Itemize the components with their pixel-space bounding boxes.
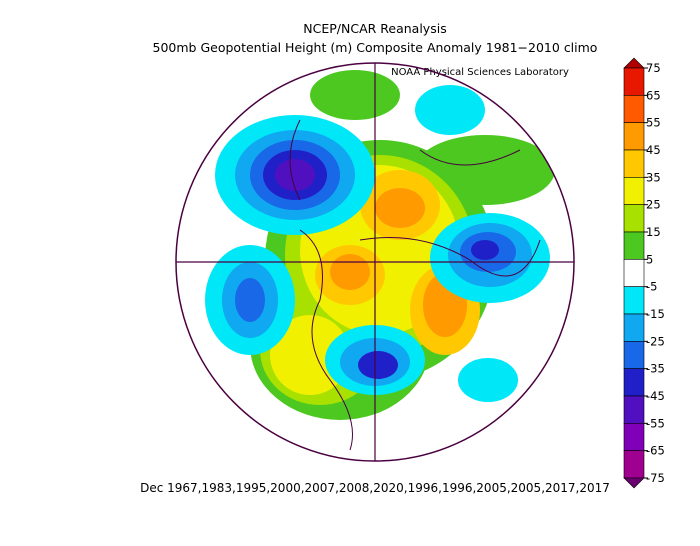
title: NCEP/NCAR Reanalysis (303, 21, 446, 36)
colorbar-end (623, 477, 645, 489)
colorbar-bin (623, 177, 645, 205)
colorbar-label: -75 (646, 471, 665, 485)
colorbar-bin (623, 423, 645, 451)
colorbar-label: 35 (646, 170, 661, 184)
subtitle: 500mb Geopotential Height (m) Composite … (153, 40, 598, 55)
colorbar-bin (623, 122, 645, 151)
colorbar-bin (623, 204, 645, 233)
colorbar-label: -55 (646, 416, 665, 430)
colorbar-label: 65 (646, 88, 661, 102)
colorbar-bin (623, 95, 645, 123)
colorbar-label: -35 (646, 362, 665, 376)
anomaly-field (205, 70, 555, 451)
colorbar-label: 5 (646, 252, 653, 266)
colorbar-bin (623, 149, 645, 178)
footer: Dec 1967,1983,1995,2000,2007,2008,2020,1… (140, 481, 610, 495)
colorbar-label: 25 (646, 198, 661, 212)
colorbar-bin (623, 313, 645, 342)
colorbar-label: 45 (646, 143, 661, 157)
colorbar-end (623, 57, 645, 69)
colorbar: 75 65 55 45 35 25 15 5 -5 -15 -25 -35 -45 -55 -65 -75 (623, 57, 665, 489)
colorbar-label: -15 (646, 307, 665, 321)
colorbar-bin (623, 341, 645, 369)
colorbar-bin (623, 286, 645, 315)
colorbar-label: 55 (646, 116, 661, 130)
credit: NOAA Physical Sciences Laboratory (391, 67, 569, 78)
colorbar-label: -5 (646, 280, 657, 294)
colorbar-label: -65 (646, 444, 665, 458)
colorbar-label: -45 (646, 389, 665, 403)
colorbar-bin (623, 67, 645, 96)
colorbar-bin (623, 259, 645, 287)
colorbar-bin (623, 450, 645, 479)
colorbar-label: 15 (646, 225, 661, 239)
colorbar-bin (623, 395, 645, 424)
colorbar-label: 75 (646, 61, 661, 75)
colorbar-bin (623, 368, 645, 397)
colorbar-label: -25 (646, 334, 665, 348)
colorbar-bin (623, 231, 645, 260)
